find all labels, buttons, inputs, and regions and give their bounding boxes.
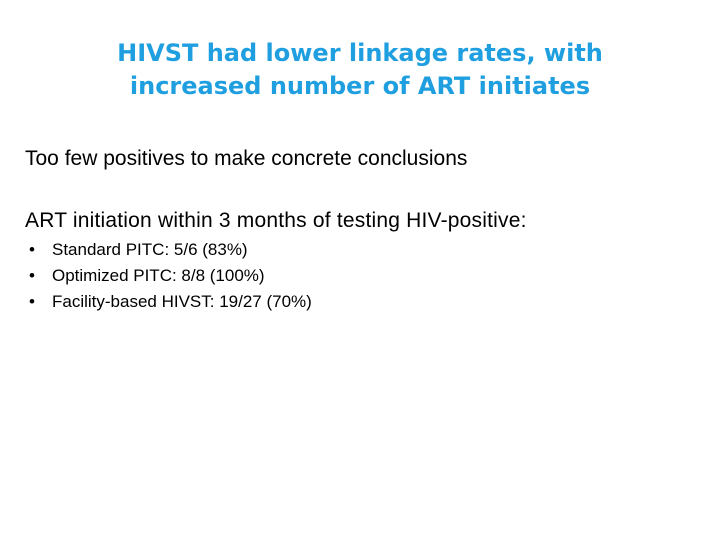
bullet-text: Standard PITC: 5/6 (83%) [52,240,248,259]
bullet-icon: • [29,266,35,285]
slide-subtitle: Too few positives to make concrete concl… [25,147,468,170]
bullet-icon: • [29,240,35,259]
slide-title-line-2: increased number of ART initiates [129,72,591,100]
slide-title-line-1: HIVST had lower linkage rates, with [117,39,603,67]
bullet-list: • Standard PITC: 5/6 (83%) • Optimized P… [25,237,312,315]
slide-title: HIVST had lower linkage rates, with incr… [60,37,660,103]
bullet-item-optimized-pitc: • Optimized PITC: 8/8 (100%) [25,263,312,289]
bullet-icon: • [29,292,35,311]
bullet-text: Optimized PITC: 8/8 (100%) [52,266,265,285]
bullet-item-standard-pitc: • Standard PITC: 5/6 (83%) [25,237,312,263]
bullet-item-facility-hivst: • Facility-based HIVST: 19/27 (70%) [25,289,312,315]
section-heading: ART initiation within 3 months of testin… [25,209,527,232]
bullet-text: Facility-based HIVST: 19/27 (70%) [52,292,312,311]
